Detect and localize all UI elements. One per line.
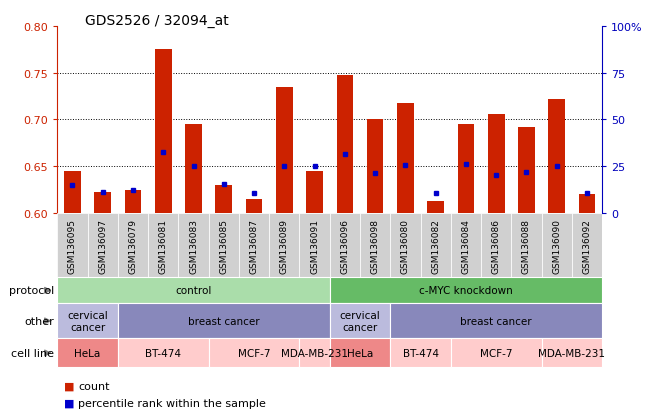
Text: BT-474: BT-474: [402, 348, 439, 358]
Text: GSM136083: GSM136083: [189, 218, 198, 273]
Bar: [579, 195, 596, 214]
Text: MDA-MB-231: MDA-MB-231: [281, 348, 348, 358]
Text: breast cancer: breast cancer: [188, 316, 260, 326]
Text: ■: ■: [64, 398, 74, 408]
Bar: [488, 114, 505, 214]
Text: GSM136097: GSM136097: [98, 218, 107, 273]
FancyBboxPatch shape: [330, 214, 360, 278]
FancyBboxPatch shape: [360, 214, 391, 278]
Text: GSM136081: GSM136081: [159, 218, 168, 273]
Text: GSM136092: GSM136092: [583, 218, 592, 273]
Bar: [64, 171, 81, 214]
FancyBboxPatch shape: [87, 214, 118, 278]
Text: MCF-7: MCF-7: [480, 348, 512, 358]
Text: GSM136087: GSM136087: [249, 218, 258, 273]
Text: GDS2526 / 32094_at: GDS2526 / 32094_at: [85, 14, 229, 28]
Text: GSM136088: GSM136088: [522, 218, 531, 273]
Bar: [94, 192, 111, 214]
Bar: [306, 171, 323, 214]
Bar: [427, 202, 444, 214]
Text: ■: ■: [64, 381, 74, 391]
FancyBboxPatch shape: [148, 214, 178, 278]
FancyBboxPatch shape: [57, 214, 87, 278]
Bar: [245, 199, 262, 214]
FancyBboxPatch shape: [270, 214, 299, 278]
Text: GSM136096: GSM136096: [340, 218, 350, 273]
Text: cell line: cell line: [11, 348, 54, 358]
Bar: [276, 88, 293, 214]
Text: GSM136082: GSM136082: [431, 218, 440, 273]
Text: HeLa: HeLa: [74, 348, 101, 358]
Bar: [458, 125, 475, 214]
FancyBboxPatch shape: [209, 214, 239, 278]
Bar: [337, 76, 353, 214]
Text: GSM136091: GSM136091: [310, 218, 319, 273]
Bar: [518, 128, 535, 214]
Text: count: count: [78, 381, 109, 391]
Bar: [367, 120, 383, 214]
Text: GSM136080: GSM136080: [401, 218, 410, 273]
Bar: [397, 103, 414, 214]
Text: GSM136085: GSM136085: [219, 218, 229, 273]
Bar: [124, 190, 141, 214]
Text: HeLa: HeLa: [347, 348, 373, 358]
Text: other: other: [24, 316, 54, 326]
FancyBboxPatch shape: [391, 214, 421, 278]
Bar: [185, 125, 202, 214]
Text: GSM136084: GSM136084: [462, 218, 471, 273]
Bar: [155, 50, 172, 214]
FancyBboxPatch shape: [542, 214, 572, 278]
Text: protocol: protocol: [8, 285, 54, 296]
Text: GSM136090: GSM136090: [552, 218, 561, 273]
Bar: [215, 185, 232, 214]
FancyBboxPatch shape: [512, 214, 542, 278]
Text: control: control: [175, 285, 212, 296]
FancyBboxPatch shape: [451, 214, 481, 278]
FancyBboxPatch shape: [481, 214, 512, 278]
Text: breast cancer: breast cancer: [460, 316, 532, 326]
Text: c-MYC knockdown: c-MYC knockdown: [419, 285, 513, 296]
Text: GSM136095: GSM136095: [68, 218, 77, 273]
FancyBboxPatch shape: [239, 214, 270, 278]
FancyBboxPatch shape: [572, 214, 602, 278]
Text: GSM136089: GSM136089: [280, 218, 289, 273]
FancyBboxPatch shape: [299, 214, 330, 278]
Text: BT-474: BT-474: [145, 348, 181, 358]
Text: percentile rank within the sample: percentile rank within the sample: [78, 398, 266, 408]
Text: MDA-MB-231: MDA-MB-231: [538, 348, 605, 358]
Bar: [548, 100, 565, 214]
Text: GSM136079: GSM136079: [128, 218, 137, 273]
FancyBboxPatch shape: [178, 214, 209, 278]
Text: MCF-7: MCF-7: [238, 348, 270, 358]
Text: cervical
cancer: cervical cancer: [67, 310, 108, 332]
Text: cervical
cancer: cervical cancer: [340, 310, 380, 332]
FancyBboxPatch shape: [118, 214, 148, 278]
FancyBboxPatch shape: [421, 214, 451, 278]
Text: GSM136086: GSM136086: [492, 218, 501, 273]
Text: GSM136098: GSM136098: [370, 218, 380, 273]
